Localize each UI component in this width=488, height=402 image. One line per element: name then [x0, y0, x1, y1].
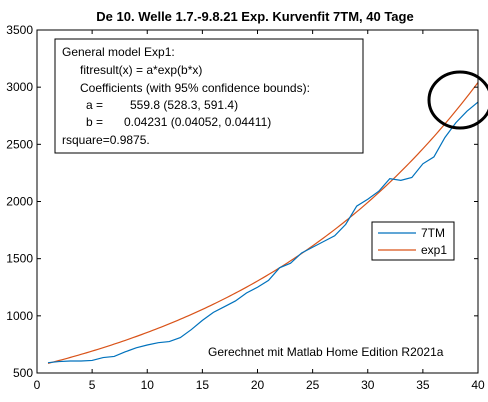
x-tick-label: 0 — [34, 378, 41, 392]
x-tick-label: 5 — [89, 378, 96, 392]
ticks-layer: 0 5 10 15 20 25 30 35 40 500 1000 1500 2000 2500 3000 3… — [6, 23, 485, 392]
chart-title: De 10. Welle 1.7.-9.8.21 Exp. Kurvenfit … — [96, 9, 413, 24]
series-line-7tm — [47, 101, 479, 364]
fit-line-a-value: 559.8 (528.3, 591.4) — [130, 98, 238, 112]
fit-annotation-box: General model Exp1: fitresult(x) = a*exp… — [54, 38, 364, 154]
series-layer — [47, 82, 479, 364]
x-tick-label: 35 — [416, 378, 430, 392]
fit-line-coefficients: Coefficients (with 95% confidence bounds… — [80, 81, 310, 95]
fit-line-b-label: b = — [86, 115, 103, 129]
y-tick-label: 1000 — [6, 309, 33, 323]
fit-line-rsquare: rsquare=0.9875. — [62, 133, 150, 147]
y-tick-label: 1500 — [6, 252, 33, 266]
y-tick-label: 2000 — [6, 195, 33, 209]
fit-box-frame — [54, 38, 364, 154]
fit-line-formula: fitresult(x) = a*exp(b*x) — [80, 63, 202, 77]
x-tick-label: 20 — [251, 378, 265, 392]
y-tick-label: 500 — [13, 366, 33, 380]
fit-line-b-value: 0.04231 (0.04052, 0.04411) — [124, 115, 271, 129]
x-tick-label: 10 — [141, 378, 155, 392]
legend-label-7tm: 7TM — [421, 226, 445, 240]
x-tick-label: 40 — [471, 378, 485, 392]
legend-frame — [371, 221, 455, 261]
y-tick-label: 2500 — [6, 137, 33, 151]
x-tick-label: 15 — [196, 378, 210, 392]
legend-label-exp1: exp1 — [421, 243, 447, 257]
y-tick-label: 3000 — [6, 80, 33, 94]
fit-line-a-label: a = — [86, 98, 103, 112]
y-tick-label: 3500 — [6, 23, 33, 37]
credit-note: Gerechnet mit Matlab Home Edition R2021a — [208, 345, 444, 359]
x-tick-label: 25 — [306, 378, 320, 392]
series-line-exp1 — [47, 82, 479, 364]
highlight-circle — [427, 70, 488, 130]
legend: 7TM exp1 — [371, 221, 455, 261]
fit-line-model: General model Exp1: — [62, 45, 175, 59]
x-tick-label: 30 — [361, 378, 375, 392]
